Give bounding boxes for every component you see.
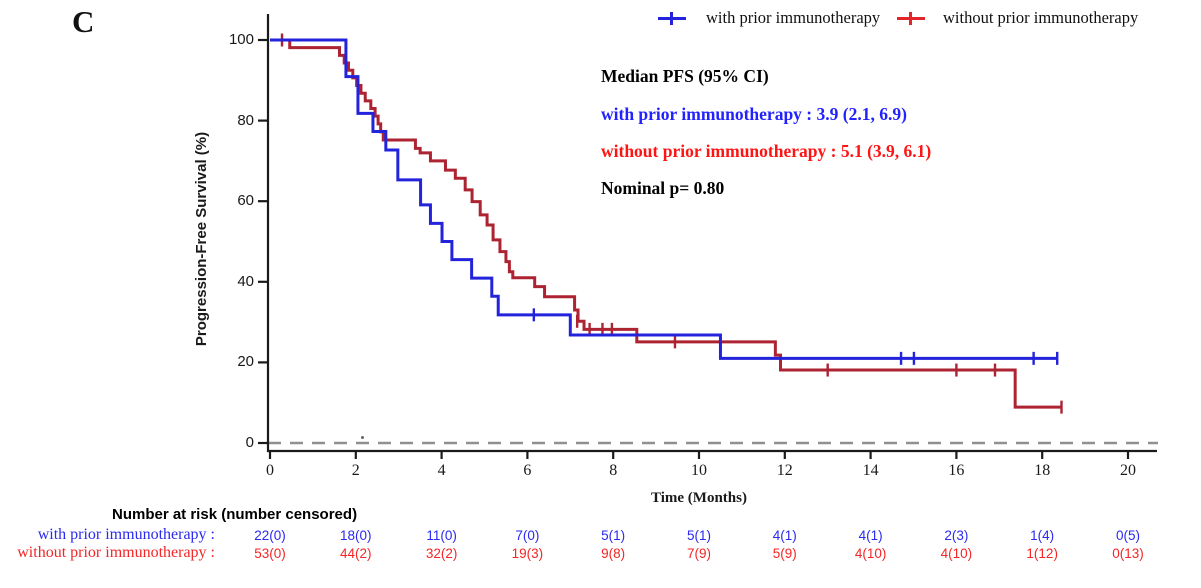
risk-row-label-without: without prior immunotherapy : <box>17 544 215 561</box>
risk-value: 32(2) <box>425 546 458 561</box>
risk-value: 5(1) <box>601 528 626 543</box>
risk-value: 11(0) <box>426 528 457 543</box>
risk-table-header: Number at risk (number censored) <box>112 506 358 523</box>
x-tick-label: 14 <box>862 462 879 479</box>
annotation-with-group: with prior immunotherapy : 3.9 (2.1, 6.9… <box>601 104 907 124</box>
y-tick-label: 20 <box>237 353 254 371</box>
annotation-median-pfs-title: Median PFS (95% CI) <box>601 66 769 86</box>
x-tick-label: 12 <box>776 462 793 479</box>
legend-label-without: without prior immunotherapy <box>943 8 1139 27</box>
risk-value: 2(3) <box>944 528 969 543</box>
y-tick-label: 80 <box>237 111 254 129</box>
censor-plus-icon <box>670 12 673 25</box>
legend-label-with: with prior immunotherapy <box>706 8 881 27</box>
y-tick-label: 40 <box>237 272 254 290</box>
km-curve <box>270 38 1062 409</box>
risk-value: 19(3) <box>511 546 544 561</box>
x-tick-label: 8 <box>609 462 618 479</box>
km-curve <box>270 38 1058 360</box>
legend-line-red-icon <box>897 12 925 25</box>
x-tick-label: 10 <box>691 462 707 479</box>
risk-value: 44(2) <box>340 546 372 561</box>
risk-value: 7(0) <box>515 528 540 543</box>
x-axis-title: Time (Months) <box>651 490 747 506</box>
risk-value: 4(1) <box>772 528 797 543</box>
stray-mark <box>361 436 364 439</box>
risk-value: 5(9) <box>772 546 797 561</box>
legend-line-blue-icon <box>658 12 686 25</box>
risk-value: 1(12) <box>1026 546 1058 561</box>
annotation-without-group: without prior immunotherapy : 5.1 (3.9, … <box>601 141 932 161</box>
risk-value: 4(10) <box>854 546 887 561</box>
x-tick-label: 6 <box>523 462 532 479</box>
risk-value: 4(1) <box>858 528 883 543</box>
x-tick-label: 0 <box>266 462 274 479</box>
axis-frame <box>266 14 1157 453</box>
x-tick-label: 4 <box>437 462 446 479</box>
panel-label: C <box>72 4 95 39</box>
risk-row-label-with: with prior immunotherapy : <box>37 526 215 543</box>
x-tick-label: 18 <box>1034 462 1051 479</box>
annotation-pvalue: Nominal p= 0.80 <box>601 178 725 198</box>
risk-value: 0(5) <box>1115 528 1140 543</box>
risk-value: 18(0) <box>340 528 372 543</box>
x-tick-label: 16 <box>948 462 965 479</box>
risk-value: 22(0) <box>254 528 286 543</box>
y-tick-label: 60 <box>237 192 254 210</box>
risk-value: 0(13) <box>1112 546 1144 561</box>
risk-value: 7(9) <box>686 546 711 561</box>
risk-value: 9(8) <box>601 546 626 561</box>
risk-value: 5(1) <box>686 528 711 543</box>
risk-value: 53(0) <box>254 546 286 561</box>
risk-value: 1(4) <box>1030 528 1055 543</box>
risk-value: 4(10) <box>940 546 973 561</box>
y-tick-label: 100 <box>228 31 254 48</box>
x-tick-label: 2 <box>351 462 360 479</box>
y-tick-label: 0 <box>245 434 254 451</box>
x-tick-label: 20 <box>1120 462 1136 479</box>
y-axis-title: Progression-Free Survival (%) <box>193 131 210 347</box>
censor-plus-icon <box>909 12 912 25</box>
